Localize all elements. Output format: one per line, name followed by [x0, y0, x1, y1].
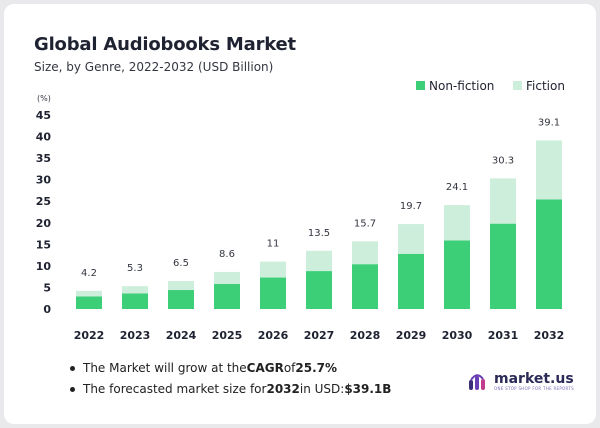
bar-fiction [214, 271, 240, 284]
y-tick-label: 40 [36, 131, 52, 144]
bar-fiction [536, 140, 562, 200]
bar-total-label: 30.3 [492, 155, 514, 166]
x-tick-label: 2027 [304, 329, 335, 342]
y-tick-label: 35 [36, 152, 51, 165]
market-us-logo-icon [469, 373, 485, 390]
legend-label: Non-fiction [429, 79, 494, 93]
brand-tagline: ONE STOP SHOP FOR THE REPORTS [494, 386, 574, 391]
bar-nonfiction [76, 296, 102, 309]
bar-nonfiction [168, 290, 194, 309]
bar-nonfiction [122, 293, 148, 309]
y-tick-label: 20 [36, 217, 52, 230]
bar-total-label: 24.1 [446, 182, 468, 193]
x-tick-label: 2029 [396, 329, 427, 342]
bar-fiction [122, 286, 148, 294]
bar-total-label: 5.3 [127, 263, 143, 274]
bar-total-label: 13.5 [308, 228, 330, 239]
bar-fiction [490, 178, 516, 224]
bar-total-label: 4.2 [81, 268, 97, 279]
x-tick-label: 2022 [74, 329, 105, 342]
note-forecast-value: $39.1B [344, 382, 392, 396]
y-tick-label: 5 [43, 281, 51, 294]
bar-fiction [306, 250, 332, 272]
bar-nonfiction [536, 199, 562, 309]
legend-label: Fiction [526, 79, 565, 93]
note-forecast-pre: The forecasted market size for [83, 382, 267, 396]
y-tick-label: 30 [36, 174, 52, 187]
x-tick-label: 2030 [442, 329, 473, 342]
brand-name: market.us [494, 371, 574, 387]
bar-nonfiction [306, 271, 332, 309]
note-cagr: The Market will grow at the CAGR of 25.7… [70, 358, 391, 379]
bar-total-label: 11 [267, 239, 280, 250]
bar-total-label: 39.1 [538, 117, 560, 128]
bar-total-label: 15.7 [354, 218, 376, 229]
bar-fiction [398, 224, 424, 254]
bar-nonfiction [214, 283, 240, 309]
bar-fiction [444, 205, 470, 241]
x-tick-label: 2032 [534, 329, 565, 342]
legend-swatch [513, 81, 522, 90]
bar-nonfiction [398, 253, 424, 309]
bar-fiction [260, 261, 286, 278]
note-cagr-label: CAGR [246, 361, 284, 375]
x-tick-label: 2024 [166, 329, 197, 342]
note-cagr-mid: of [283, 361, 296, 375]
bar-total-label: 19.7 [400, 201, 422, 212]
note-forecast: The forecasted market size for 2032 in U… [70, 379, 391, 400]
note-cagr-value: 25.7% [295, 361, 338, 375]
y-tick-label: 0 [43, 303, 51, 316]
bar-fiction [168, 280, 194, 291]
note-forecast-year: 2032 [266, 382, 300, 396]
bar-fiction [352, 241, 378, 265]
y-axis-unit: (%) [37, 94, 51, 103]
y-tick-label: 15 [36, 238, 51, 251]
x-tick-label: 2028 [350, 329, 381, 342]
bullet-icon [70, 366, 75, 371]
bar-nonfiction [444, 240, 470, 309]
x-tick-label: 2031 [488, 329, 519, 342]
key-notes: The Market will grow at the CAGR of 25.7… [70, 358, 391, 400]
y-tick-label: 10 [36, 260, 52, 273]
x-tick-label: 2026 [258, 329, 289, 342]
bar-total-label: 8.6 [219, 249, 235, 260]
bar-fiction [76, 290, 102, 297]
chart-title: Global Audiobooks Market [34, 34, 296, 55]
bullet-icon [70, 387, 75, 392]
note-cagr-pre: The Market will grow at the [83, 361, 247, 375]
bar-nonfiction [352, 264, 378, 309]
x-tick-label: 2023 [120, 329, 151, 342]
legend-swatch [416, 81, 425, 90]
y-tick-label: 45 [36, 109, 51, 122]
bar-nonfiction [490, 223, 516, 309]
y-tick-label: 25 [36, 195, 51, 208]
bar-nonfiction [260, 277, 286, 309]
note-forecast-mid: in USD: [299, 382, 345, 396]
chart-subtitle: Size, by Genre, 2022-2032 (USD Billion) [34, 60, 274, 74]
bar-total-label: 6.5 [173, 258, 189, 269]
x-tick-label: 2025 [212, 329, 243, 342]
bar-chart: (%)0510152025303540454.220225.320236.520… [36, 79, 565, 342]
brand-logo: market.us ONE STOP SHOP FOR THE REPORTS [468, 372, 574, 391]
